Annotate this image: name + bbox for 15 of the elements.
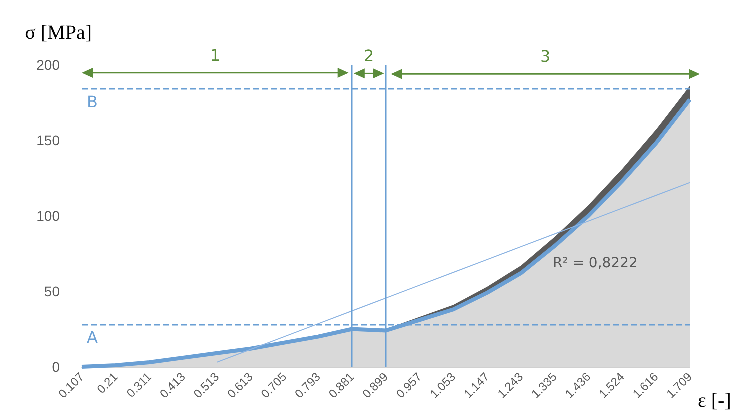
x-tick-label: 0.21 <box>94 370 121 396</box>
y-tick-label: 0 <box>52 359 60 375</box>
y-tick-label: 200 <box>36 57 60 73</box>
annotation: 3 <box>540 47 551 66</box>
line-series <box>216 182 690 363</box>
y-tick-label: 50 <box>44 284 60 300</box>
annotation: 1 <box>210 46 221 65</box>
ref-line-label: B <box>87 92 98 112</box>
annotation: 2 <box>364 46 374 66</box>
ref-line-label: A <box>87 328 98 348</box>
y-tick-label: 150 <box>36 132 60 148</box>
y-tick-label: 100 <box>36 208 60 224</box>
x-axis-title: ε [-] <box>698 390 732 412</box>
y-axis-title: σ [MPa] <box>25 22 92 44</box>
annotation: R² = 0,8222 <box>552 255 638 272</box>
